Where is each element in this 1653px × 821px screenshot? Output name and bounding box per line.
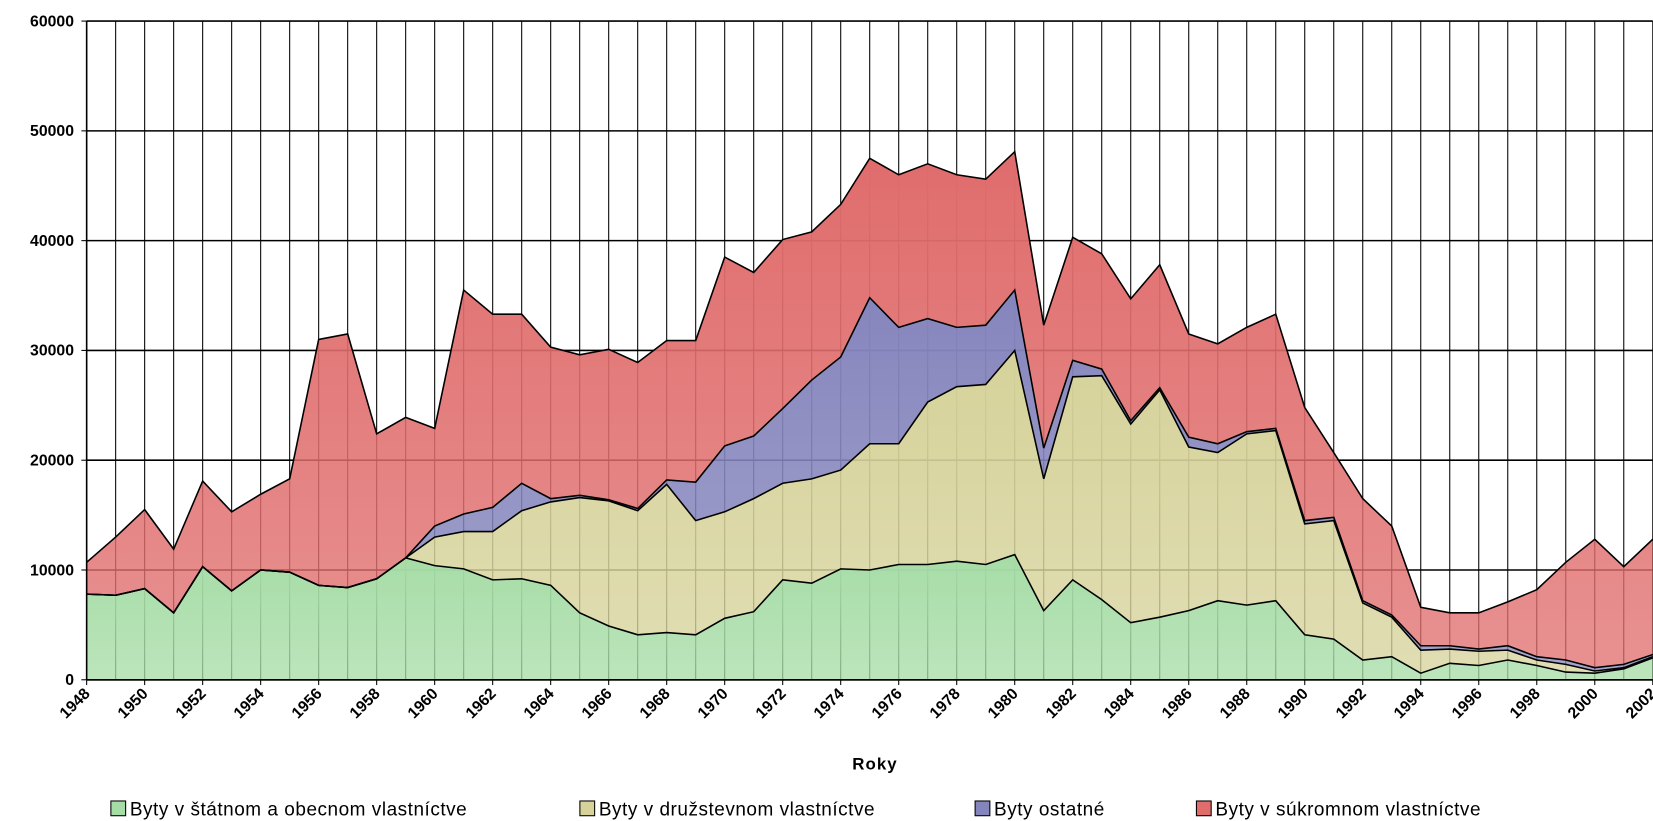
y-tick-label: 40000 xyxy=(30,233,74,250)
legend-swatch xyxy=(110,800,127,817)
y-tick-label: 10000 xyxy=(30,562,74,579)
legend-swatch xyxy=(579,800,596,817)
x-axis-label: Roky xyxy=(852,754,897,773)
area xyxy=(86,151,1653,668)
area xyxy=(86,290,1653,671)
x-tick-label: 1998 xyxy=(1507,685,1544,722)
x-tick-label: 1988 xyxy=(1217,685,1254,722)
x-tick-label: 1958 xyxy=(347,685,384,722)
legend-swatch xyxy=(974,800,991,817)
x-tick-label: 1974 xyxy=(811,685,848,722)
x-tick-label: 1990 xyxy=(1275,685,1312,722)
x-tick-label: 1976 xyxy=(869,685,906,722)
x-tick-label: 1994 xyxy=(1391,685,1428,722)
area-edge xyxy=(86,150,1653,614)
x-tick-label: 1962 xyxy=(463,685,500,722)
x-tick-label: 1964 xyxy=(521,685,558,722)
y-tick-label: 0 xyxy=(65,672,74,689)
legend-swatch xyxy=(1195,800,1212,817)
x-tick-label: 1956 xyxy=(289,685,326,722)
x-tick-label: 1980 xyxy=(985,685,1022,722)
x-tick-label: 1984 xyxy=(1101,685,1138,722)
x-tick-label: 1966 xyxy=(579,685,616,722)
area xyxy=(86,554,1653,680)
legend-label: Byty ostatné xyxy=(994,800,1105,821)
x-tick-label: 1996 xyxy=(1449,685,1486,722)
x-tick-label: 2000 xyxy=(1565,685,1602,722)
y-tick-label: 30000 xyxy=(30,343,74,360)
x-tick-label: 1978 xyxy=(927,685,964,722)
area-edge xyxy=(86,288,1653,669)
y-tick-label: 50000 xyxy=(30,123,74,140)
x-tick-label: 1992 xyxy=(1333,685,1370,722)
y-tick-label: 60000 xyxy=(30,13,74,30)
x-tick-label: 1986 xyxy=(1159,685,1196,722)
x-tick-label: 1952 xyxy=(173,685,210,722)
x-tick-label: 1960 xyxy=(405,685,442,722)
x-tick-label: 2002 xyxy=(1623,685,1653,722)
legend-label: Byty v štátnom a obecnom vlastníctve xyxy=(130,800,467,821)
x-tick-label: 1950 xyxy=(115,685,152,722)
x-tick-label: 1982 xyxy=(1043,685,1080,722)
y-tick-label: 20000 xyxy=(30,452,74,469)
x-tick-label: 1968 xyxy=(637,685,674,722)
x-tick-label: 1972 xyxy=(753,685,790,722)
x-tick-label: 1948 xyxy=(57,685,94,722)
x-tick-label: 1954 xyxy=(231,685,268,722)
legend-label: Byty v družstevnom vlastníctve xyxy=(599,800,875,821)
legend-label: Byty v súkromnom vlastníctve xyxy=(1215,800,1481,821)
x-tick-label: 1970 xyxy=(695,685,732,722)
area xyxy=(86,350,1653,674)
